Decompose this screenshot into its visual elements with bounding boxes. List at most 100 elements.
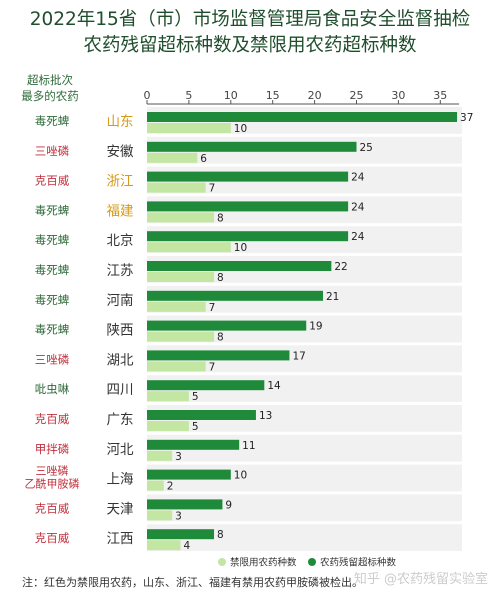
province-label: 陕西 xyxy=(107,323,134,339)
data-label-banned: 10 xyxy=(234,123,247,135)
data-label-banned: 7 xyxy=(209,183,216,195)
province-label: 天津 xyxy=(107,501,134,517)
pesticide-label: 毒死蜱 xyxy=(35,263,70,277)
bar-exceed-species xyxy=(147,469,231,480)
data-label-banned: 7 xyxy=(209,361,216,373)
x-tick-label: 15 xyxy=(266,89,280,102)
data-label-exceed: 8 xyxy=(217,529,224,541)
pesticide-label: 三唑磷 xyxy=(35,144,70,158)
province-label: 福建 xyxy=(107,203,134,219)
data-label-banned: 5 xyxy=(192,421,199,433)
left-header-line2: 最多的农药 xyxy=(21,89,79,103)
pesticide-label: 三唑磷 xyxy=(36,465,69,478)
province-label: 广东 xyxy=(107,412,134,428)
pesticide-label: 三唑磷 xyxy=(35,352,70,366)
data-label-banned: 4 xyxy=(184,540,191,552)
pesticide-label: 克百威 xyxy=(35,531,70,545)
data-label-banned: 3 xyxy=(175,451,182,463)
watermark: 知乎 @农药残留实验室 xyxy=(353,572,488,587)
bar-exceed-species xyxy=(147,320,307,331)
data-label-banned: 8 xyxy=(217,212,224,224)
pesticide-label: 毒死蜱 xyxy=(35,203,70,217)
footnote: 注：红色为禁限用农药，山东、浙江、福建有禁用农药甲胺磷被检出。 xyxy=(22,576,363,589)
data-label-exceed: 21 xyxy=(326,291,339,303)
legend-marker-exceed xyxy=(308,558,316,566)
bar-exceed-species xyxy=(147,350,290,361)
data-label-exceed: 22 xyxy=(334,261,347,273)
province-label: 浙江 xyxy=(107,174,134,190)
bar-banned-species xyxy=(147,540,181,551)
province-label: 河南 xyxy=(107,293,134,309)
x-tick-label: 25 xyxy=(350,89,364,102)
legend-label-exceed: 农药残留超标种数 xyxy=(320,557,397,569)
data-label-banned: 8 xyxy=(217,332,224,344)
x-tick-label: 30 xyxy=(391,89,405,102)
bar-banned-species xyxy=(147,182,206,193)
province-label: 上海 xyxy=(107,472,134,488)
x-tick-label: 5 xyxy=(185,89,192,102)
province-label: 江西 xyxy=(107,531,134,547)
bar-banned-species xyxy=(147,361,206,372)
data-label-exceed: 37 xyxy=(460,112,473,124)
bar-banned-species xyxy=(147,421,189,431)
pesticide-label: 毒死蜱 xyxy=(35,323,70,337)
data-label-exceed: 13 xyxy=(259,410,272,422)
data-label-exceed: 24 xyxy=(351,231,365,243)
province-label: 安徽 xyxy=(107,144,134,160)
bar-exceed-species xyxy=(147,171,349,182)
bar-exceed-species xyxy=(147,529,215,540)
pesticide-label: 克百威 xyxy=(35,174,70,188)
x-tick-label: 20 xyxy=(308,89,322,102)
data-label-exceed: 11 xyxy=(242,440,255,452)
bar-exceed-species xyxy=(147,201,349,212)
pesticide-label: 毒死蜱 xyxy=(35,233,70,247)
chart-title-line2: 农药残留超标种数及禁限用农药超标种数 xyxy=(83,35,417,56)
data-label-exceed: 9 xyxy=(225,499,232,511)
province-label: 河北 xyxy=(107,442,134,458)
data-label-banned: 8 xyxy=(217,272,224,284)
data-label-banned: 7 xyxy=(209,302,216,314)
bar-banned-species xyxy=(147,391,189,402)
bar-banned-species xyxy=(147,480,164,491)
province-label: 四川 xyxy=(107,382,134,398)
data-label-exceed: 10 xyxy=(234,470,247,482)
bar-banned-species xyxy=(147,212,215,223)
data-label-banned: 5 xyxy=(192,391,199,403)
data-label-exceed: 24 xyxy=(351,172,365,184)
pesticide-label: 克百威 xyxy=(35,501,70,515)
bar-exceed-species xyxy=(147,499,223,510)
data-label-banned: 2 xyxy=(167,481,174,493)
data-label-exceed: 19 xyxy=(309,321,322,333)
bar-exceed-species xyxy=(147,290,323,301)
province-label: 山东 xyxy=(107,114,134,130)
pesticide-label: 乙酰甲胺磷 xyxy=(25,477,80,491)
pesticide-label: 毒死蜱 xyxy=(35,293,70,307)
bar-banned-species xyxy=(147,152,198,163)
x-tick-label: 35 xyxy=(433,89,447,102)
left-header-line1: 超标批次 xyxy=(27,73,73,87)
data-label-banned: 3 xyxy=(175,510,182,522)
chart-title-line1: 2022年15省（市）市场监督管理局食品安全监督抽检 xyxy=(29,9,471,30)
bar-exceed-species xyxy=(147,112,458,122)
bar-banned-species xyxy=(147,450,173,461)
bar-banned-species xyxy=(147,510,173,521)
bar-banned-species xyxy=(147,301,206,312)
bar-exceed-species xyxy=(147,410,256,420)
province-label: 江苏 xyxy=(107,263,134,279)
x-tick-label: 10 xyxy=(224,89,238,102)
bar-banned-species xyxy=(147,272,215,282)
legend-label-banned: 禁限用农药种数 xyxy=(230,557,297,569)
bar-exceed-species xyxy=(147,380,265,391)
province-label: 湖北 xyxy=(107,352,134,368)
bar-banned-species xyxy=(147,331,215,342)
data-label-exceed: 25 xyxy=(360,142,373,154)
pesticide-label: 甲拌磷 xyxy=(35,442,70,456)
x-tick-label: 0 xyxy=(144,89,151,102)
bar-banned-species xyxy=(147,242,231,253)
data-label-exceed: 24 xyxy=(351,201,365,213)
data-label-banned: 10 xyxy=(234,242,247,254)
legend-marker-banned xyxy=(218,558,226,566)
bar-exceed-species xyxy=(147,231,349,242)
province-label: 北京 xyxy=(107,233,134,249)
